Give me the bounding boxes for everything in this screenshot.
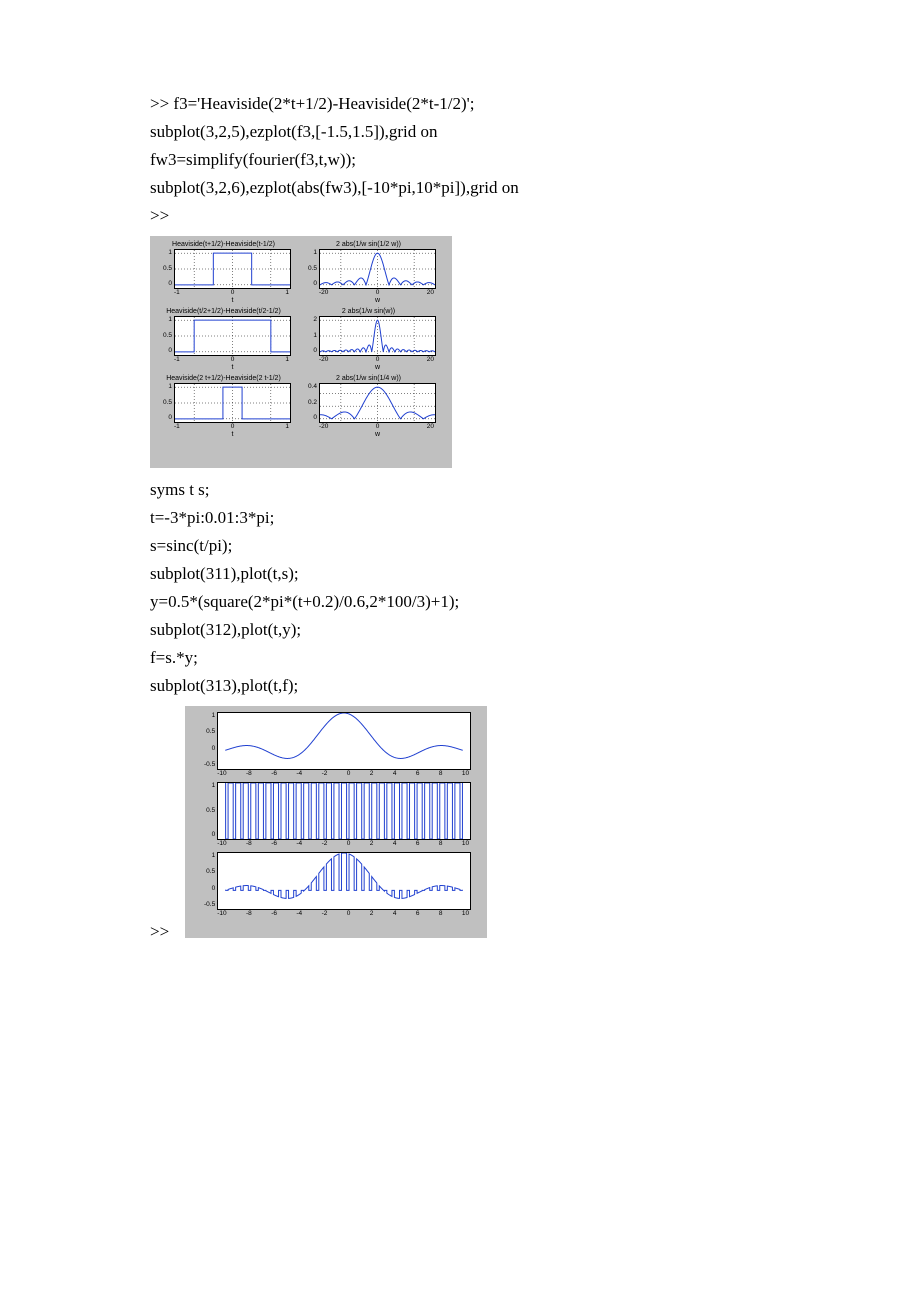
- subplot-title: Heaviside(2 t+1/2)-Heaviside(2 t-1/2): [156, 374, 291, 383]
- axes: [174, 316, 291, 356]
- subplot-title: Heaviside(t/2+1/2)-Heaviside(t/2-1/2): [156, 307, 291, 316]
- x-ticks: -101: [174, 289, 289, 297]
- x-label: t: [174, 431, 291, 439]
- subplot-title: 2 abs(1/w sin(1/4 w)): [301, 374, 436, 383]
- code-line: subplot(3,2,5),ezplot(f3,[-1.5,1.5]),gri…: [150, 118, 770, 146]
- code-line: subplot(3,2,6),ezplot(abs(fw3),[-10*pi,1…: [150, 174, 770, 202]
- y-ticks: 10.50: [191, 782, 215, 838]
- x-ticks: -20020: [319, 423, 434, 431]
- code-line: subplot(311),plot(t,s);: [150, 560, 770, 588]
- x-label: t: [174, 364, 291, 372]
- x-ticks: -20020: [319, 289, 434, 297]
- figure-2: 10.50-0.5-10-8-6-4-2024681010.50-10-8-6-…: [185, 706, 487, 938]
- y-ticks: 10.50: [156, 249, 172, 287]
- x-label: t: [174, 297, 291, 305]
- code-line: f=s.*y;: [150, 644, 770, 672]
- code-line: subplot(313),plot(t,f);: [150, 672, 770, 700]
- y-ticks: 10.50: [156, 383, 172, 421]
- axes: [217, 852, 471, 910]
- x-ticks: -10-8-6-4-20246810: [217, 770, 469, 778]
- code-line: >> f3='Heaviside(2*t+1/2)-Heaviside(2*t-…: [150, 90, 770, 118]
- x-ticks: -10-8-6-4-20246810: [217, 840, 469, 848]
- prompt: >>: [150, 918, 169, 946]
- subplot-title: 2 abs(1/w sin(w)): [301, 307, 436, 316]
- y-ticks: 0.40.20: [301, 383, 317, 421]
- x-ticks: -10-8-6-4-20246810: [217, 910, 469, 918]
- axes: [217, 712, 471, 770]
- code-line: syms t s;: [150, 476, 770, 504]
- code-line: fw3=simplify(fourier(f3,t,w));: [150, 146, 770, 174]
- axes: [174, 383, 291, 423]
- code-line: subplot(312),plot(t,y);: [150, 616, 770, 644]
- y-ticks: 210: [301, 316, 317, 354]
- y-ticks: 10.50-0.5: [191, 852, 215, 908]
- axes: [319, 316, 436, 356]
- x-ticks: -101: [174, 356, 289, 364]
- x-ticks: -20020: [319, 356, 434, 364]
- code-line: s=sinc(t/pi);: [150, 532, 770, 560]
- subplot-title: Heaviside(t+1/2)-Heaviside(t-1/2): [156, 240, 291, 249]
- y-ticks: 10.50: [301, 249, 317, 287]
- x-label: w: [319, 364, 436, 372]
- x-label: w: [319, 297, 436, 305]
- x-label: w: [319, 431, 436, 439]
- code-line: >>: [150, 202, 770, 230]
- code-line: y=0.5*(square(2*pi*(t+0.2)/0.6,2*100/3)+…: [150, 588, 770, 616]
- x-ticks: -101: [174, 423, 289, 431]
- axes: [174, 249, 291, 289]
- axes: [319, 249, 436, 289]
- figure-1: Heaviside(t+1/2)-Heaviside(t-1/2)10.50-1…: [150, 236, 452, 468]
- y-ticks: 10.50-0.5: [191, 712, 215, 768]
- code-line: t=-3*pi:0.01:3*pi;: [150, 504, 770, 532]
- y-ticks: 10.50: [156, 316, 172, 354]
- subplot-title: 2 abs(1/w sin(1/2 w)): [301, 240, 436, 249]
- axes: [217, 782, 471, 840]
- axes: [319, 383, 436, 423]
